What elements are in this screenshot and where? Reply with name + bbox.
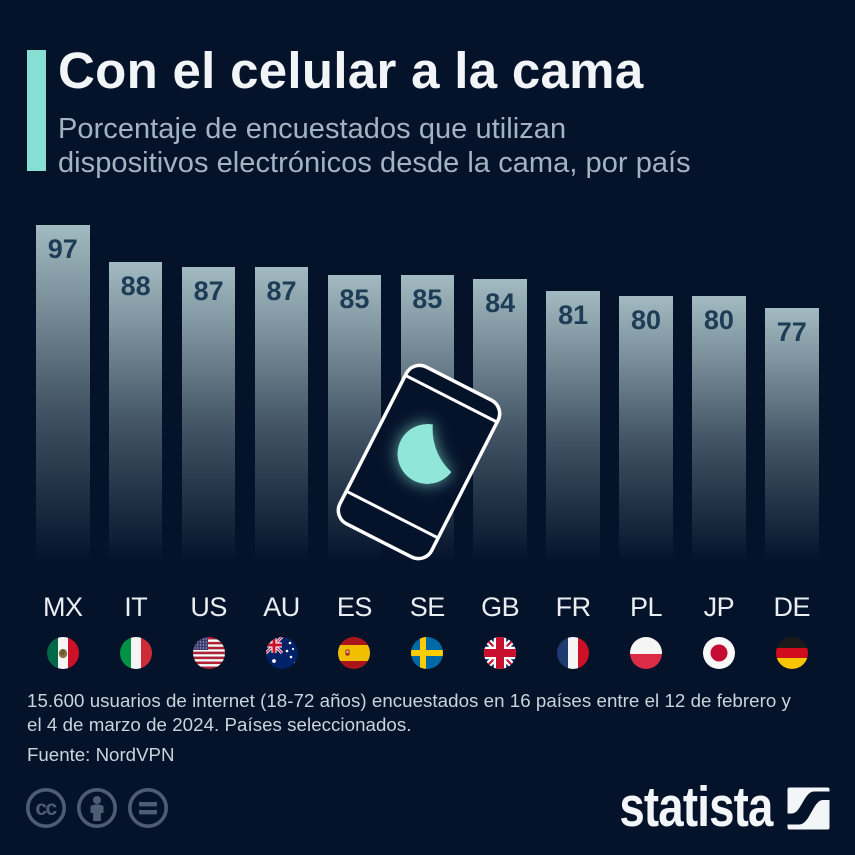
svg-text:cc: cc — [35, 797, 57, 820]
